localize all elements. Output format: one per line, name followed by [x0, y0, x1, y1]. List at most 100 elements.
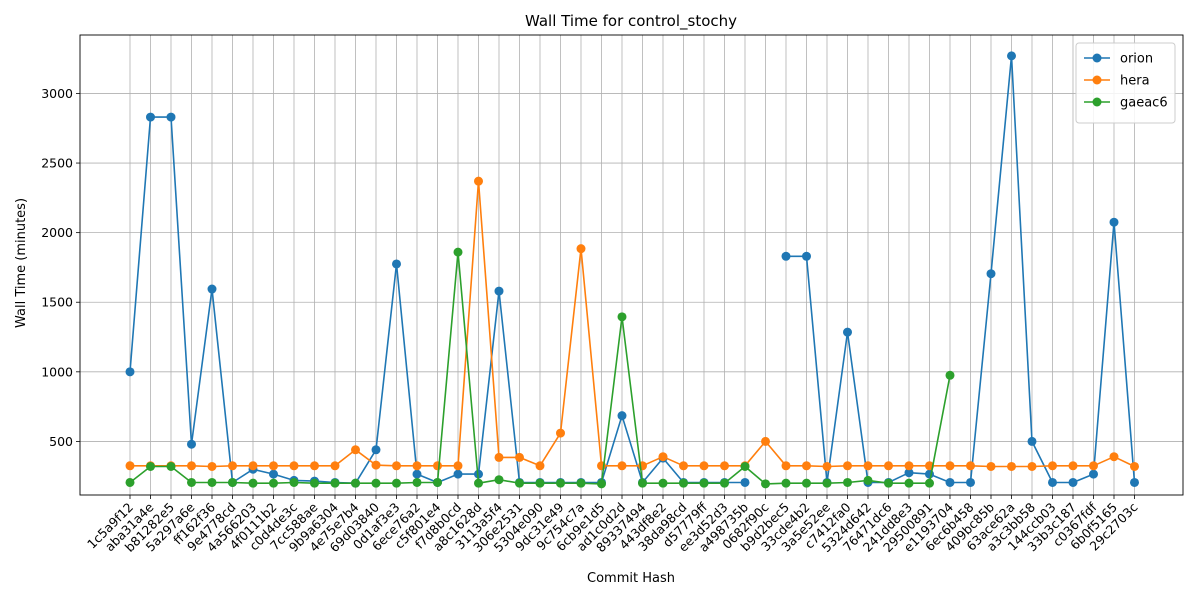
- legend-label: gaeac6: [1120, 96, 1168, 111]
- data-point-gaeac6: [904, 478, 914, 488]
- y-tick-label: 2500: [41, 156, 73, 171]
- series-layer: [125, 51, 1139, 489]
- data-point-gaeac6: [658, 478, 668, 488]
- data-point-gaeac6: [535, 478, 545, 488]
- data-point-gaeac6: [884, 478, 893, 488]
- data-point-hera: [1068, 461, 1078, 471]
- x-axis-title: Commit Hash: [587, 571, 675, 586]
- data-point-gaeac6: [248, 478, 258, 488]
- data-point-hera: [535, 461, 545, 471]
- data-point-orion: [617, 411, 627, 421]
- data-point-hera: [761, 436, 770, 446]
- data-point-orion: [166, 112, 176, 122]
- y-tick-label: 500: [49, 434, 73, 449]
- data-point-hera: [1109, 452, 1119, 462]
- data-point-gaeac6: [494, 475, 504, 485]
- data-point-hera: [822, 461, 832, 471]
- data-point-hera: [433, 461, 442, 471]
- data-point-orion: [453, 469, 463, 479]
- data-point-gaeac6: [761, 479, 770, 489]
- data-point-gaeac6: [802, 478, 811, 488]
- data-point-gaeac6: [515, 478, 524, 488]
- data-point-gaeac6: [269, 478, 278, 488]
- y-axis-title: Wall Time (minutes): [14, 198, 29, 328]
- data-point-gaeac6: [453, 247, 463, 257]
- data-point-gaeac6: [166, 461, 176, 471]
- data-point-orion: [187, 439, 196, 449]
- data-point-gaeac6: [392, 478, 401, 488]
- data-point-gaeac6: [412, 477, 422, 487]
- data-point-hera: [679, 461, 688, 471]
- data-point-hera: [187, 461, 196, 471]
- y-tick-label: 1000: [41, 364, 73, 379]
- data-point-hera: [884, 461, 893, 471]
- data-point-gaeac6: [146, 461, 155, 471]
- data-point-gaeac6: [925, 478, 934, 488]
- legend-label: hera: [1120, 74, 1150, 89]
- data-point-hera: [453, 461, 463, 471]
- data-point-hera: [966, 461, 975, 471]
- data-point-gaeac6: [863, 475, 873, 485]
- data-point-gaeac6: [474, 478, 483, 488]
- data-point-orion: [1089, 469, 1098, 479]
- data-point-hera: [904, 461, 914, 471]
- data-point-gaeac6: [310, 478, 319, 488]
- data-point-gaeac6: [187, 477, 196, 487]
- y-tick-label: 2000: [41, 225, 73, 240]
- data-point-hera: [515, 452, 524, 462]
- data-point-orion: [1109, 217, 1119, 227]
- data-point-hera: [125, 461, 135, 471]
- data-point-gaeac6: [740, 461, 750, 471]
- data-point-orion: [474, 469, 483, 479]
- chart-title: Wall Time for control_stochy: [525, 12, 737, 31]
- data-point-hera: [269, 461, 278, 471]
- data-point-hera: [843, 461, 852, 471]
- y-tick-label: 3000: [41, 86, 73, 101]
- data-point-gaeac6: [207, 477, 217, 487]
- data-point-gaeac6: [699, 478, 709, 488]
- data-point-orion: [146, 112, 155, 122]
- data-point-hera: [1007, 461, 1016, 471]
- data-point-hera: [1089, 461, 1098, 471]
- data-point-orion: [125, 367, 135, 377]
- data-point-gaeac6: [843, 477, 852, 487]
- data-point-hera: [228, 461, 237, 471]
- data-point-orion: [1007, 51, 1016, 61]
- data-point-hera: [392, 461, 401, 471]
- y-tick-label: 1500: [41, 295, 73, 310]
- legend: orion hera gaeac6: [1075, 42, 1176, 124]
- data-point-hera: [576, 244, 586, 254]
- data-point-orion: [412, 469, 422, 479]
- data-point-hera: [720, 461, 729, 471]
- data-point-gaeac6: [781, 478, 791, 488]
- data-point-gaeac6: [720, 478, 729, 488]
- legend-label: orion: [1120, 52, 1153, 67]
- data-point-orion: [925, 469, 934, 479]
- data-point-orion: [1068, 477, 1078, 487]
- data-point-gaeac6: [556, 478, 565, 488]
- grid-layer: [80, 35, 1183, 495]
- data-point-hera: [474, 176, 483, 186]
- data-point-orion: [945, 477, 955, 487]
- legend-swatch-marker: [1092, 75, 1102, 85]
- data-point-hera: [1027, 461, 1037, 471]
- data-point-gaeac6: [617, 312, 627, 322]
- data-point-hera: [310, 461, 319, 471]
- data-point-orion: [904, 468, 914, 478]
- data-point-orion: [494, 286, 504, 296]
- data-point-orion: [781, 251, 791, 261]
- data-point-gaeac6: [576, 478, 586, 488]
- data-point-orion: [966, 477, 975, 487]
- data-point-hera: [699, 461, 709, 471]
- data-point-hera: [1048, 461, 1057, 471]
- data-point-hera: [658, 452, 668, 462]
- data-point-gaeac6: [597, 479, 606, 489]
- data-point-orion: [269, 469, 278, 479]
- data-point-hera: [945, 461, 955, 471]
- data-point-gaeac6: [822, 478, 832, 488]
- data-point-gaeac6: [125, 477, 135, 487]
- data-point-hera: [330, 461, 340, 471]
- data-point-orion: [802, 251, 811, 261]
